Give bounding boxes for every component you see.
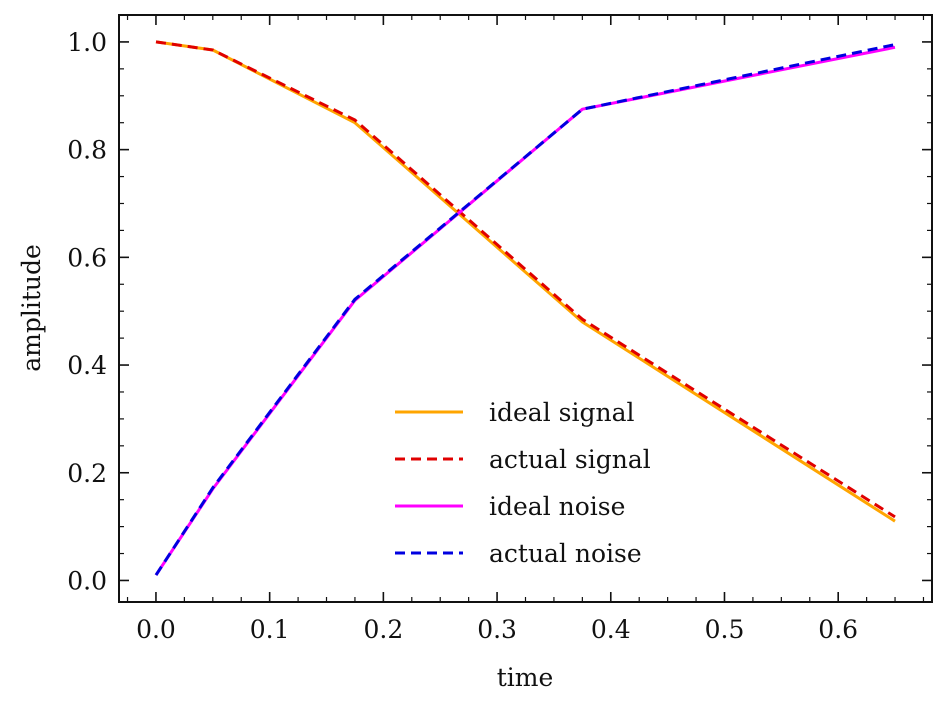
series-line-actual-signal [155,40,896,519]
x-tick-label: 0.4 [591,615,631,644]
series-line-actual-noise [154,43,896,576]
x-tick-label: 0.5 [705,615,745,644]
y-tick-label: 0.0 [67,566,107,595]
legend-label: ideal signal [489,398,634,427]
y-tick-label: 0.8 [67,136,107,165]
axis-ticks [119,14,932,602]
x-tick-label: 0.6 [818,615,858,644]
x-tick-label: 0.2 [363,615,403,644]
y-tick-label: 0.6 [67,243,107,272]
y-tick-label: 0.4 [67,351,107,380]
x-axis-label: time [497,663,554,692]
y-tick-label: 1.0 [67,28,107,57]
y-axis-label: amplitude [17,244,46,372]
x-tick-label: 0.0 [136,615,176,644]
legend-label: ideal noise [489,492,625,521]
legend: ideal signal actual signal ideal noise actu… [395,398,651,568]
x-tick-label: 0.1 [250,615,290,644]
x-tick-label: 0.3 [477,615,517,644]
legend-label: actual noise [489,539,642,568]
legend-label: actual signal [489,445,651,474]
axis-tick-labels: 0.0 0.1 0.2 0.3 0.4 0.5 0.6 0.0 0.2 0.4 0.6 0.8 1.0 [67,28,858,644]
plot-lines [154,40,896,576]
y-tick-label: 0.2 [67,459,107,488]
